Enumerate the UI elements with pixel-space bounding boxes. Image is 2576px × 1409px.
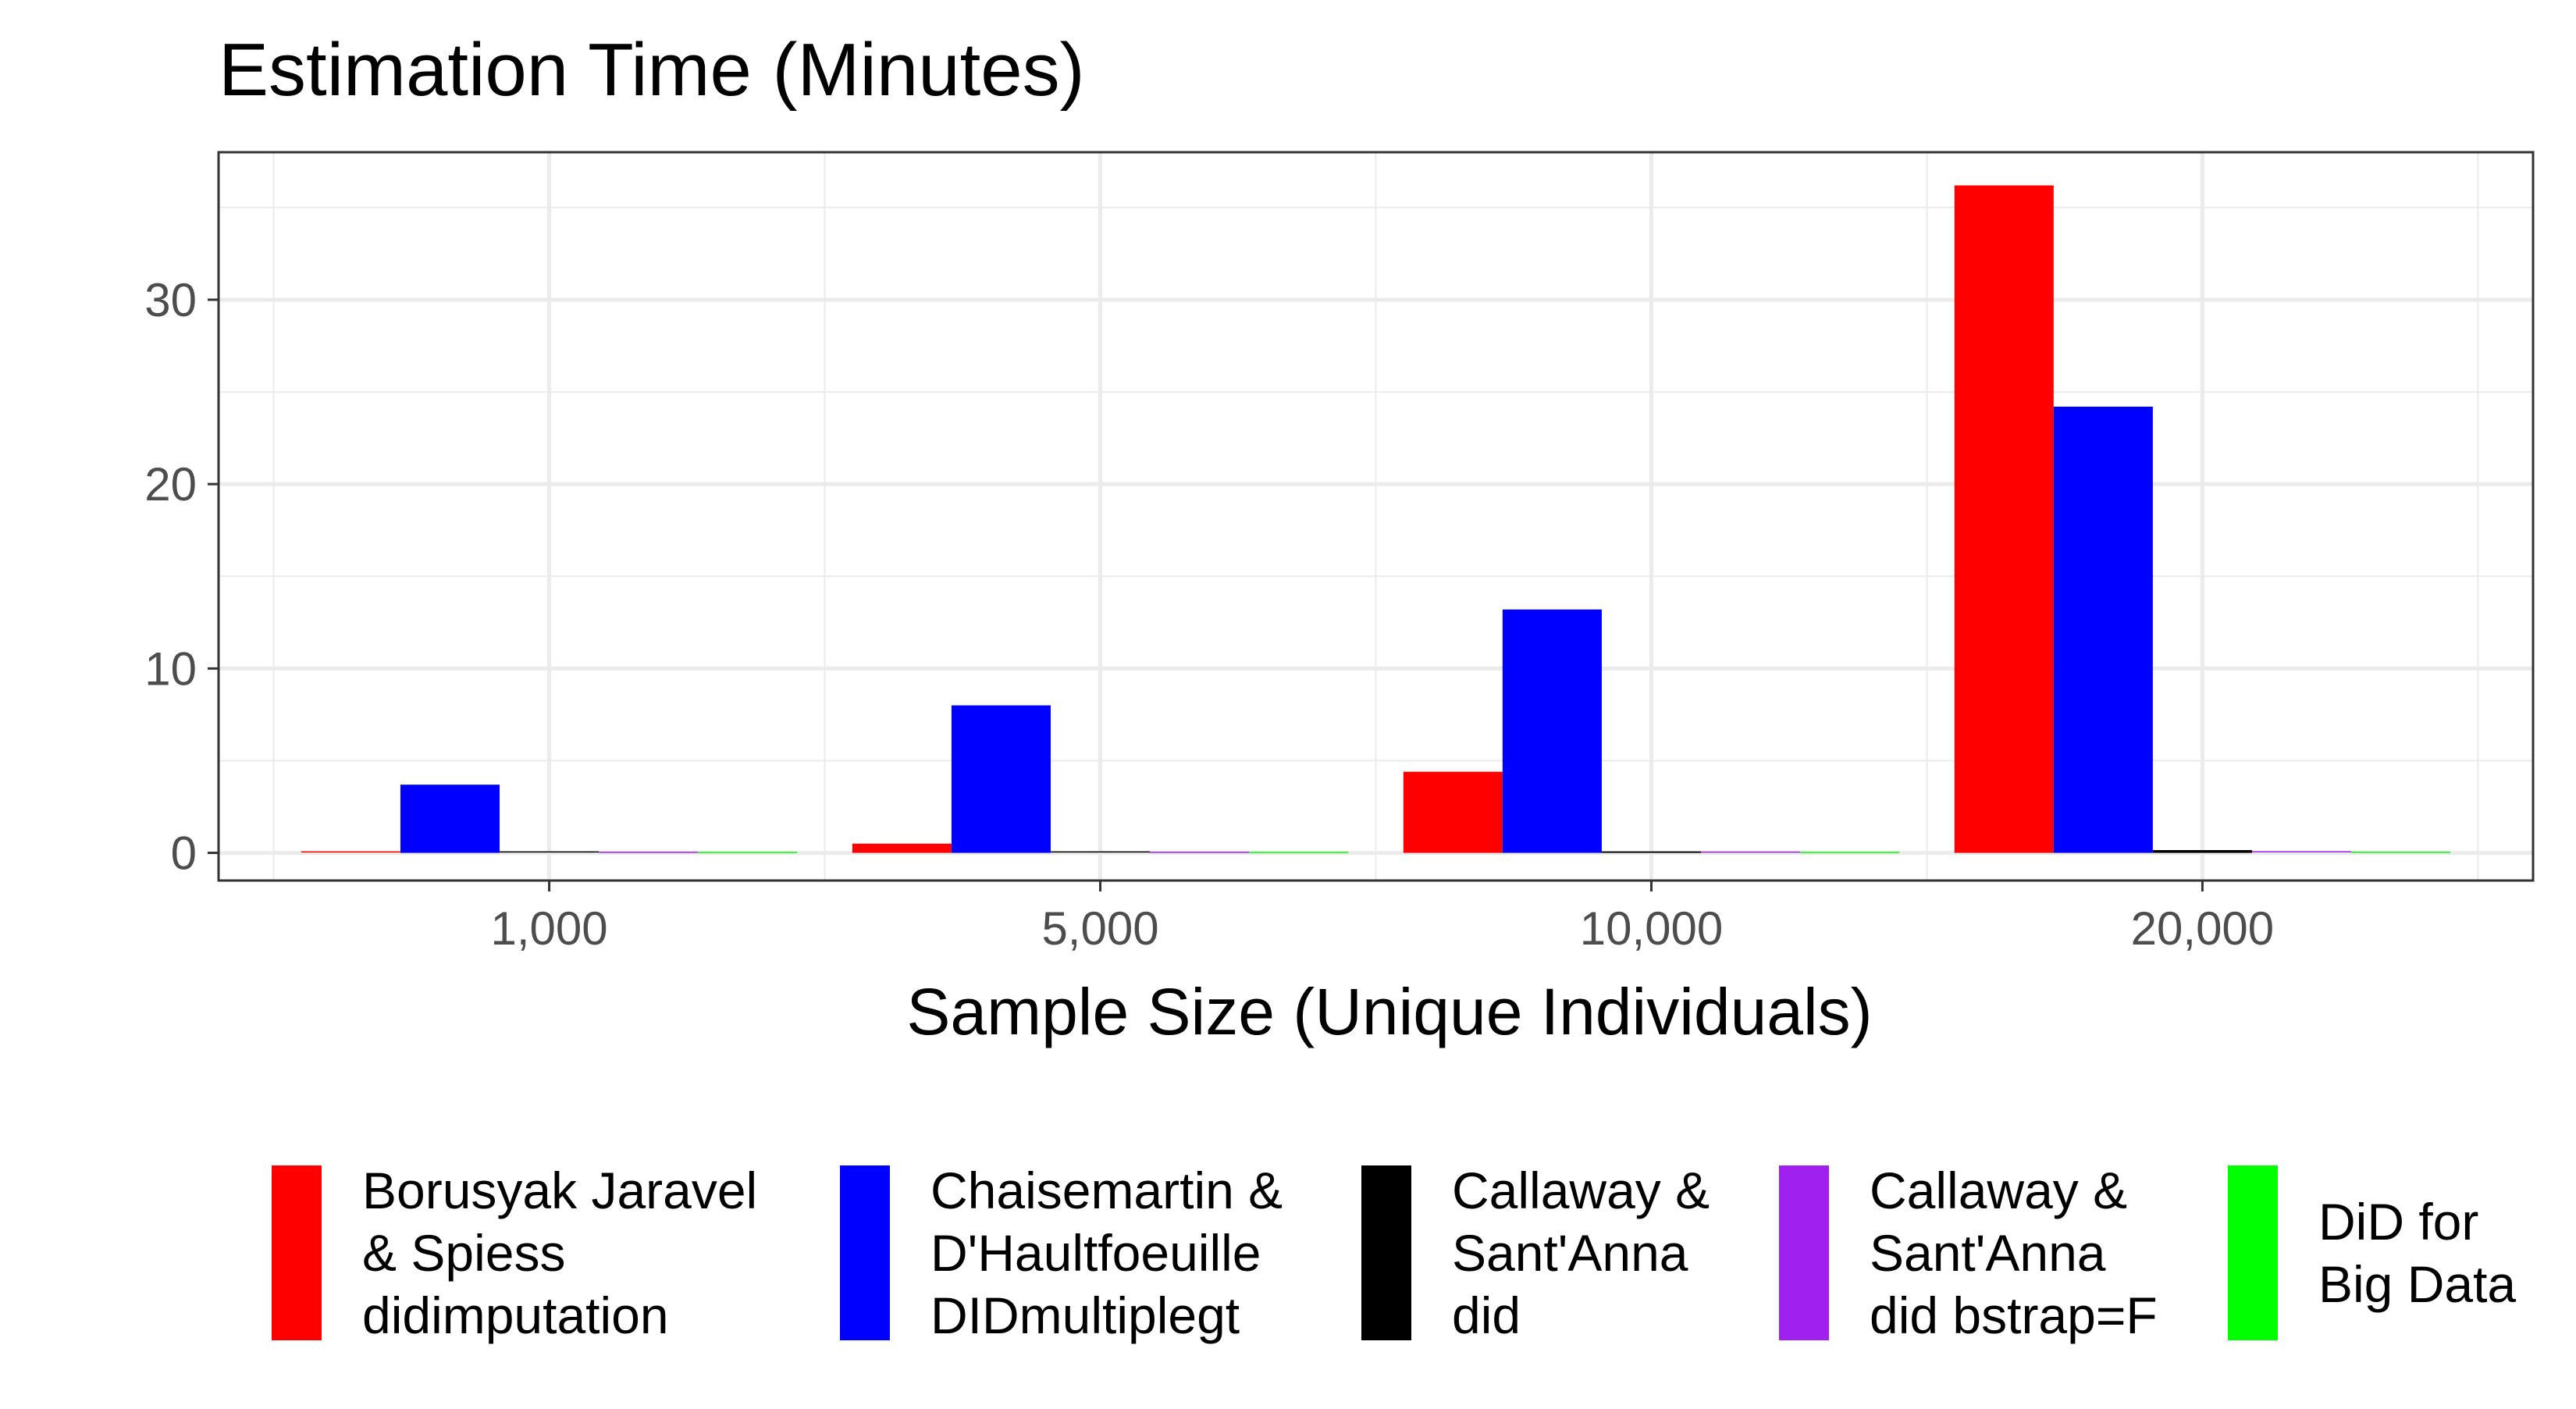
bar — [1050, 851, 1151, 853]
y-tick-label: 20 — [144, 458, 197, 511]
chart-title: Estimation Time (Minutes) — [219, 28, 1085, 112]
bars-group — [301, 185, 2451, 853]
x-tick-label: 5,000 — [1041, 902, 1158, 955]
panel-border — [217, 151, 2535, 882]
legend-label-line: D'Haultfoeuille — [930, 1224, 1261, 1282]
legend-label-line: did — [1452, 1286, 1521, 1344]
bar — [301, 851, 400, 853]
bar — [1800, 852, 1900, 853]
legend-item: DiD for Big Data — [2228, 1165, 2516, 1340]
legend-label-line: did bstrap=F — [1870, 1286, 2158, 1344]
legend-label-line: Chaisemartin & — [930, 1162, 1283, 1219]
x-tick-label: 1,000 — [490, 902, 607, 955]
x-axis: 1,000 5,000 10,000 20,000 — [490, 881, 2274, 955]
legend-label-line: Callaway & — [1870, 1162, 2127, 1219]
bar — [1249, 852, 1349, 853]
legend-key — [1779, 1165, 1829, 1340]
legend-label-line: Callaway & — [1452, 1162, 1710, 1219]
legend-item: Callaway & Sant'Anna did — [1361, 1162, 1710, 1344]
legend-label-line: Borusyak Jaravel — [362, 1162, 757, 1219]
bar — [951, 705, 1051, 853]
legend-key — [272, 1165, 322, 1340]
y-tick-label: 0 — [171, 827, 197, 880]
bar — [852, 843, 952, 853]
legend-label: Borusyak Jaravel & Spiess didimputation — [362, 1162, 757, 1344]
x-tick-label: 20,000 — [2131, 902, 2275, 955]
legend-label: DiD for Big Data — [2318, 1193, 2516, 1313]
bar — [698, 852, 798, 853]
bar — [1601, 851, 1702, 853]
legend-label: Callaway & Sant'Anna did — [1452, 1162, 1710, 1344]
legend-label: Chaisemartin & D'Haultfoeuille DIDmultiple… — [930, 1162, 1283, 1344]
legend-label-line: & Spiess — [362, 1224, 565, 1282]
bar — [1701, 851, 1801, 853]
legend-label-line: Sant'Anna — [1870, 1224, 2106, 1282]
legend-key — [2228, 1165, 2278, 1340]
y-axis: 0 10 20 30 — [144, 274, 219, 880]
bar — [1502, 609, 1602, 853]
major-gridlines — [219, 152, 2533, 881]
bar — [500, 851, 600, 853]
plot-panel — [217, 151, 2535, 882]
legend-label: Callaway & Sant'Anna did bstrap=F — [1870, 1162, 2158, 1344]
bar — [1403, 771, 1503, 853]
legend: Borusyak Jaravel & Spiess didimputation Cha… — [272, 1162, 2516, 1344]
bar — [2251, 851, 2352, 852]
legend-label-line: DiD for — [2318, 1193, 2478, 1251]
bar — [2152, 850, 2252, 853]
legend-key — [1361, 1165, 1411, 1340]
legend-item: Chaisemartin & D'Haultfoeuille DIDmultiple… — [840, 1162, 1283, 1344]
bar — [2053, 406, 2153, 853]
y-tick-label: 30 — [144, 274, 197, 326]
legend-item: Callaway & Sant'Anna did bstrap=F — [1779, 1162, 2158, 1344]
legend-key — [840, 1165, 890, 1340]
legend-item: Borusyak Jaravel & Spiess didimputation — [272, 1162, 757, 1344]
x-axis-title: Sample Size (Unique Individuals) — [906, 975, 1872, 1048]
x-tick-label: 10,000 — [1580, 902, 1724, 955]
bar — [1954, 185, 2054, 853]
bar — [2351, 852, 2451, 853]
bar — [1150, 852, 1250, 853]
bar — [400, 785, 500, 853]
bar — [599, 852, 699, 853]
y-tick-label: 10 — [144, 642, 197, 695]
legend-label-line: DIDmultiplegt — [930, 1286, 1240, 1344]
legend-label-line: Sant'Anna — [1452, 1224, 1688, 1282]
legend-label-line: Big Data — [2318, 1255, 2516, 1313]
legend-label-line: didimputation — [362, 1286, 669, 1344]
minor-gridlines — [219, 152, 2533, 881]
